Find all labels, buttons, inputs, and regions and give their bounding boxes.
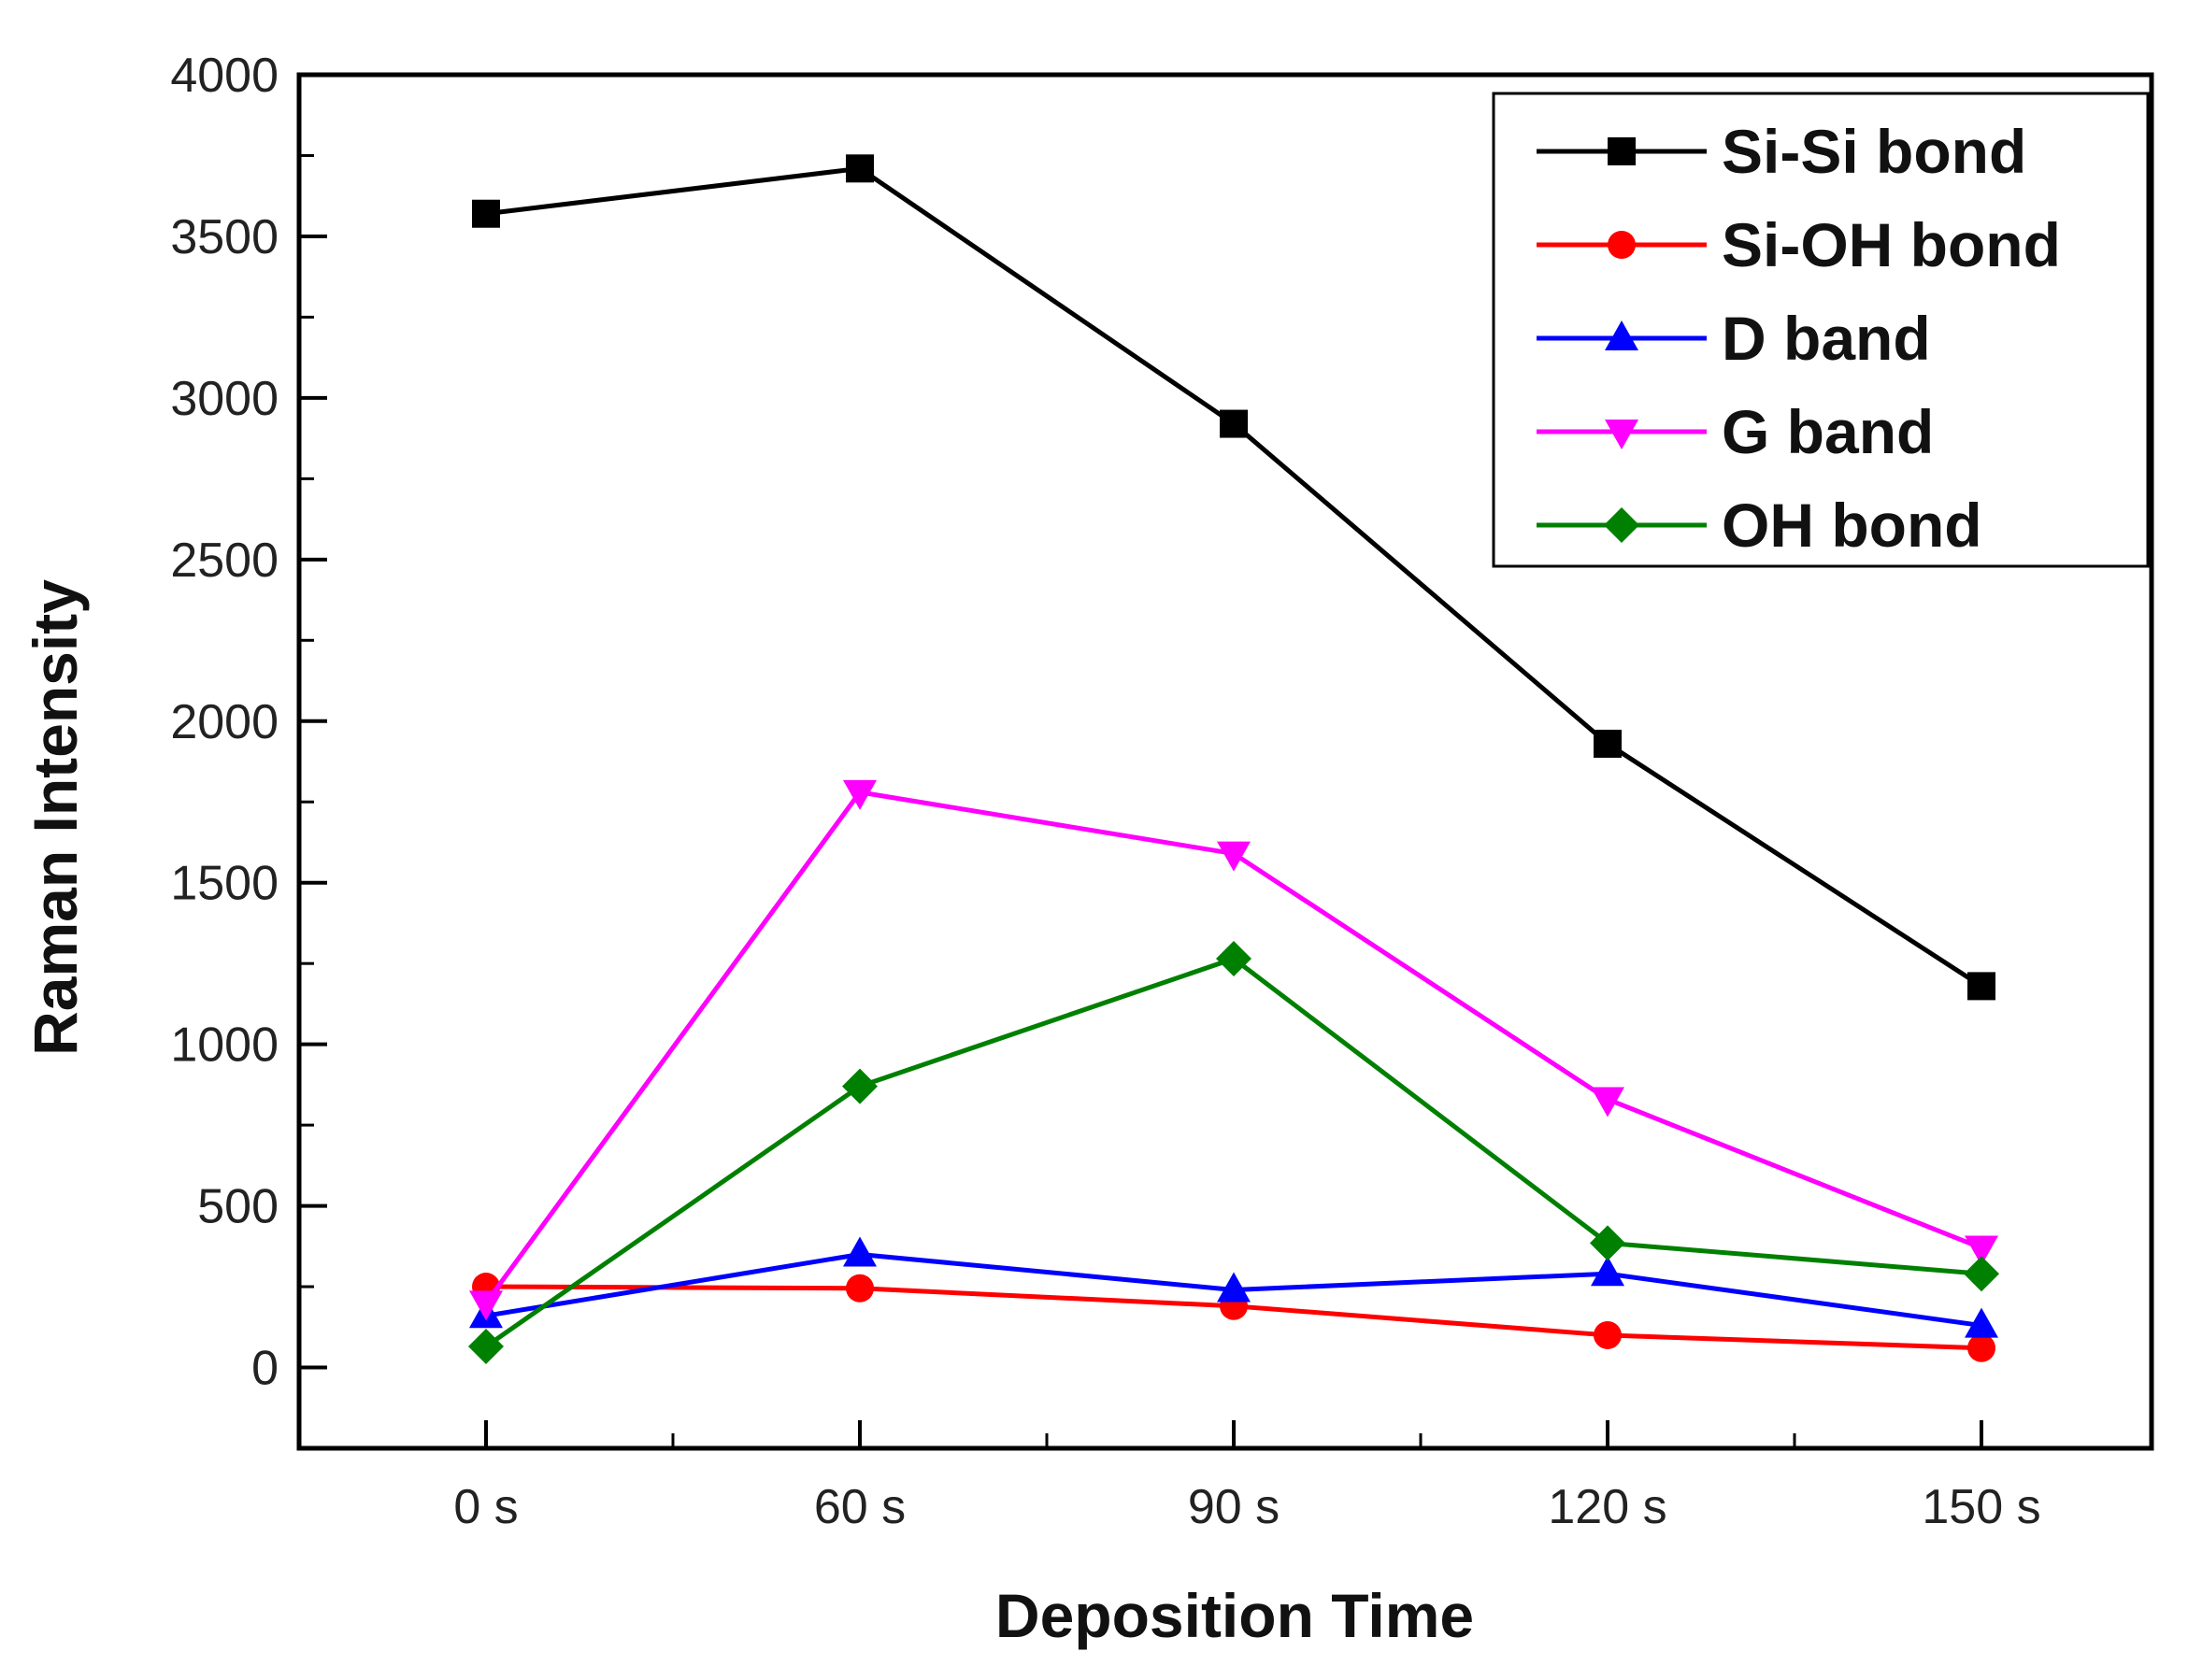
data-point-4-1: [842, 1068, 878, 1104]
x-tick-label-3: 120 s: [1548, 1480, 1666, 1534]
legend-label-2: D band: [1722, 304, 1931, 373]
legend-marker-4: [1604, 507, 1639, 543]
data-point-4-0: [468, 1329, 504, 1365]
data-point-4-2: [1216, 940, 1251, 976]
series-3: [469, 779, 1998, 1321]
y-tick-label-1500: 1500: [170, 857, 279, 911]
legend-entry-4: OH bond: [1537, 491, 1982, 560]
legend-entry-0: Si-Si bond: [1537, 117, 2026, 186]
legend-marker-2: [1605, 320, 1638, 350]
data-point-0-1: [846, 154, 874, 183]
data-point-0-3: [1594, 729, 1622, 758]
y-tick-label-1000: 1000: [170, 1018, 279, 1073]
x-tick-label-4: 150 s: [1922, 1480, 2040, 1534]
x-tick-label-2: 90 s: [1188, 1480, 1280, 1534]
x-tick-label-1: 60 s: [814, 1480, 906, 1534]
legend-label-1: Si-OH bond: [1722, 210, 2061, 279]
data-point-3-2: [1217, 841, 1251, 872]
y-tick-label-4000: 4000: [170, 49, 279, 103]
data-point-3-0: [469, 1290, 503, 1321]
series-0: [472, 154, 1995, 1001]
legend-label-3: G band: [1722, 397, 1934, 466]
y-tick-label-500: 500: [197, 1180, 279, 1234]
y-axis-title: Raman Intensity: [21, 579, 90, 1056]
data-point-2-4: [1965, 1307, 1998, 1338]
series-4: [468, 940, 1999, 1365]
legend-label-0: Si-Si bond: [1722, 117, 2026, 186]
plot-frame: [296, 72, 2154, 1451]
legend-marker-1: [1608, 231, 1636, 259]
y-tick-label-3500: 3500: [170, 210, 279, 264]
data-point-4-3: [1590, 1225, 1625, 1261]
legend-marker-0: [1608, 137, 1636, 165]
data-point-2-2: [1217, 1272, 1251, 1303]
data-point-2-3: [1591, 1256, 1624, 1287]
legend-entry-2: D band: [1537, 304, 1931, 373]
legend-box: [1492, 92, 2150, 568]
data-point-4-4: [1964, 1256, 1999, 1292]
legend-entry-3: G band: [1537, 397, 1934, 466]
legend-entry-1: Si-OH bond: [1537, 210, 2061, 279]
ticks-layer: 0 500 1000 1500 2000 2500 3000 3500 4000 0 s 60 s 9…: [170, 49, 2040, 1534]
y-tick-label-2000: 2000: [170, 695, 279, 749]
x-tick-label-0: 0 s: [453, 1480, 518, 1534]
data-point-2-1: [843, 1236, 877, 1267]
y-tick-label-3000: 3000: [170, 372, 279, 426]
data-point-0-2: [1220, 409, 1248, 438]
legend-marker-3: [1605, 420, 1638, 449]
data-point-1-3: [1594, 1320, 1622, 1349]
legend-label-4: OH bond: [1722, 491, 1982, 560]
legend: Si-Si bond Si-OH bond D band G band OH bond: [1492, 92, 2150, 568]
data-point-1-4: [1967, 1333, 1995, 1362]
data-point-1-1: [846, 1274, 874, 1303]
y-tick-label-0: 0: [251, 1342, 279, 1396]
x-axis-title: Deposition Time: [995, 1581, 1474, 1650]
data-point-3-4: [1965, 1235, 1998, 1266]
series-layer: [468, 154, 1999, 1365]
data-point-3-1: [843, 779, 877, 810]
data-point-0-4: [1967, 972, 1995, 1001]
y-tick-label-2500: 2500: [170, 534, 279, 588]
data-point-3-3: [1591, 1087, 1624, 1118]
data-point-0-0: [472, 199, 500, 228]
